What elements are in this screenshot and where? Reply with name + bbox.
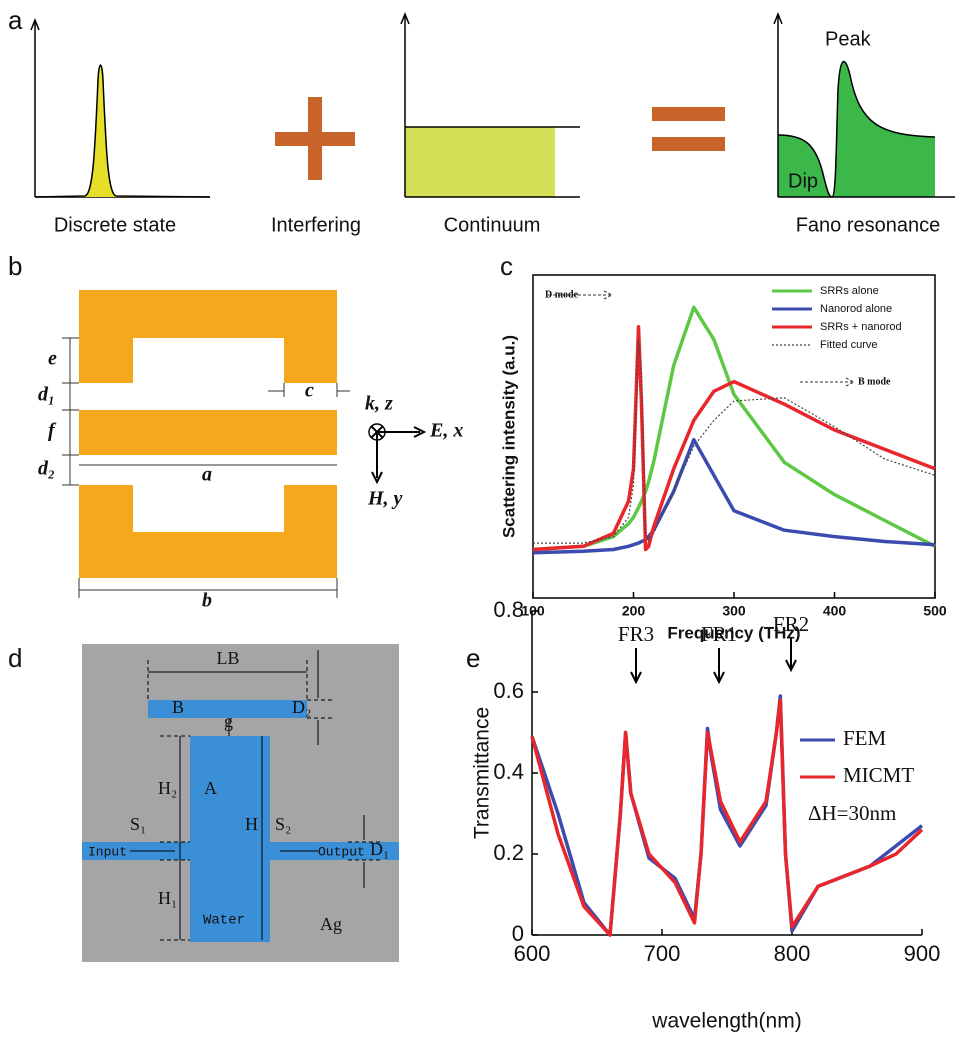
y-tick-label: 0.8 bbox=[493, 597, 524, 622]
y-tick-label: 0.2 bbox=[493, 840, 524, 865]
y-axis-label: Transmittance bbox=[471, 707, 494, 839]
dimension-label: D₂ bbox=[292, 697, 311, 717]
dimension-label: H₁ bbox=[158, 888, 177, 908]
series-line bbox=[532, 305, 936, 552]
annotation: FR1 bbox=[701, 622, 737, 646]
equals-sign bbox=[652, 107, 725, 121]
continuum-fill bbox=[405, 127, 555, 197]
annotation: D mode bbox=[545, 289, 579, 300]
annotation-arrow bbox=[548, 290, 614, 300]
fano-fill bbox=[778, 61, 935, 197]
equals-sign bbox=[652, 137, 725, 151]
x-tick-label: 500 bbox=[923, 603, 947, 619]
annotation: FR3 bbox=[618, 622, 654, 646]
dimension-label: S₁ bbox=[130, 814, 146, 834]
panel-label: a bbox=[8, 5, 23, 35]
x-axis-label: Frequency (THz) bbox=[667, 623, 800, 642]
region-label: Ag bbox=[320, 914, 342, 934]
dimension-lines bbox=[62, 337, 350, 598]
y-tick-label: 0.6 bbox=[493, 678, 524, 703]
x-tick-label: 700 bbox=[644, 941, 681, 966]
dimension-label: b bbox=[202, 590, 212, 612]
panel-label: e bbox=[466, 643, 480, 673]
axis-label: H, y bbox=[367, 488, 403, 510]
caption: Fano resonance bbox=[796, 214, 941, 236]
caption: Discrete state bbox=[54, 214, 176, 236]
series-line bbox=[532, 437, 936, 555]
dimension-label: g bbox=[224, 711, 233, 731]
x-tick-label: 300 bbox=[722, 603, 746, 619]
x-tick-label: 400 bbox=[823, 603, 847, 619]
dimension-label: H₂ bbox=[158, 778, 177, 798]
dimension-label: H bbox=[245, 814, 258, 834]
axes-discrete bbox=[30, 17, 210, 198]
annotation-arrows bbox=[630, 638, 797, 685]
region-label: A bbox=[204, 778, 217, 798]
panel-label: b bbox=[8, 251, 22, 281]
srr-structure bbox=[79, 290, 337, 578]
annotation: B mode bbox=[858, 376, 891, 387]
dimension-lines bbox=[130, 650, 382, 941]
series-line bbox=[530, 698, 924, 937]
x-axis-label: wavelength(nm) bbox=[651, 1010, 801, 1033]
axes-continuum bbox=[400, 11, 580, 198]
port-label: Input bbox=[88, 844, 127, 859]
legend-label: Nanorod alone bbox=[820, 303, 892, 315]
region-label: B bbox=[172, 697, 184, 717]
dimension-label: D₁ bbox=[370, 839, 389, 859]
y-tick-label: 0.4 bbox=[493, 759, 524, 784]
discrete-peak bbox=[34, 64, 211, 198]
port-label: Output bbox=[318, 844, 365, 859]
dimension-label: e bbox=[48, 348, 57, 370]
panel-label: c bbox=[500, 251, 513, 281]
legend-label: SRRs + nanorod bbox=[820, 321, 902, 333]
dimension-label: f bbox=[48, 420, 57, 442]
dimension-label: a bbox=[202, 464, 212, 486]
axes-fano bbox=[773, 11, 955, 198]
peak-label: Peak bbox=[825, 28, 872, 50]
caption: Continuum bbox=[444, 214, 541, 236]
axis-label: E, x bbox=[429, 420, 463, 442]
annotation: FR2 bbox=[773, 612, 809, 636]
dimension-label: d₁ bbox=[38, 384, 55, 406]
legend-label: SRRs alone bbox=[820, 285, 879, 297]
caption: Interfering bbox=[271, 214, 361, 236]
legend-label: FEM bbox=[843, 726, 887, 750]
dimension-label: d₂ bbox=[38, 458, 55, 480]
dimension-label: LB bbox=[216, 648, 239, 668]
dip-label: Dip bbox=[788, 170, 818, 192]
axis-label: k, z bbox=[365, 393, 393, 415]
series-line bbox=[533, 339, 936, 544]
polarization-arrows bbox=[370, 425, 427, 485]
waveguide bbox=[82, 700, 399, 942]
legend-label: Fitted curve bbox=[820, 339, 877, 351]
region-label: Water bbox=[203, 913, 245, 929]
y-axis-label: Scattering intensity (a.u.) bbox=[499, 335, 518, 538]
y-tick-label: 0 bbox=[512, 921, 524, 946]
annotation: ΔH=30nm bbox=[808, 801, 896, 825]
plus-sign bbox=[308, 97, 322, 180]
x-tick-label: 600 bbox=[514, 941, 551, 966]
legend-label: MICMT bbox=[843, 763, 914, 787]
panel-label: d bbox=[8, 643, 22, 673]
dimension-label: c bbox=[305, 380, 314, 402]
fano-curve bbox=[777, 60, 936, 198]
dimension-label: S₂ bbox=[275, 814, 291, 834]
x-tick-label: 800 bbox=[774, 941, 811, 966]
x-tick-label: 200 bbox=[622, 603, 646, 619]
annotation-arrow bbox=[800, 377, 856, 387]
x-tick-label: 900 bbox=[904, 941, 941, 966]
